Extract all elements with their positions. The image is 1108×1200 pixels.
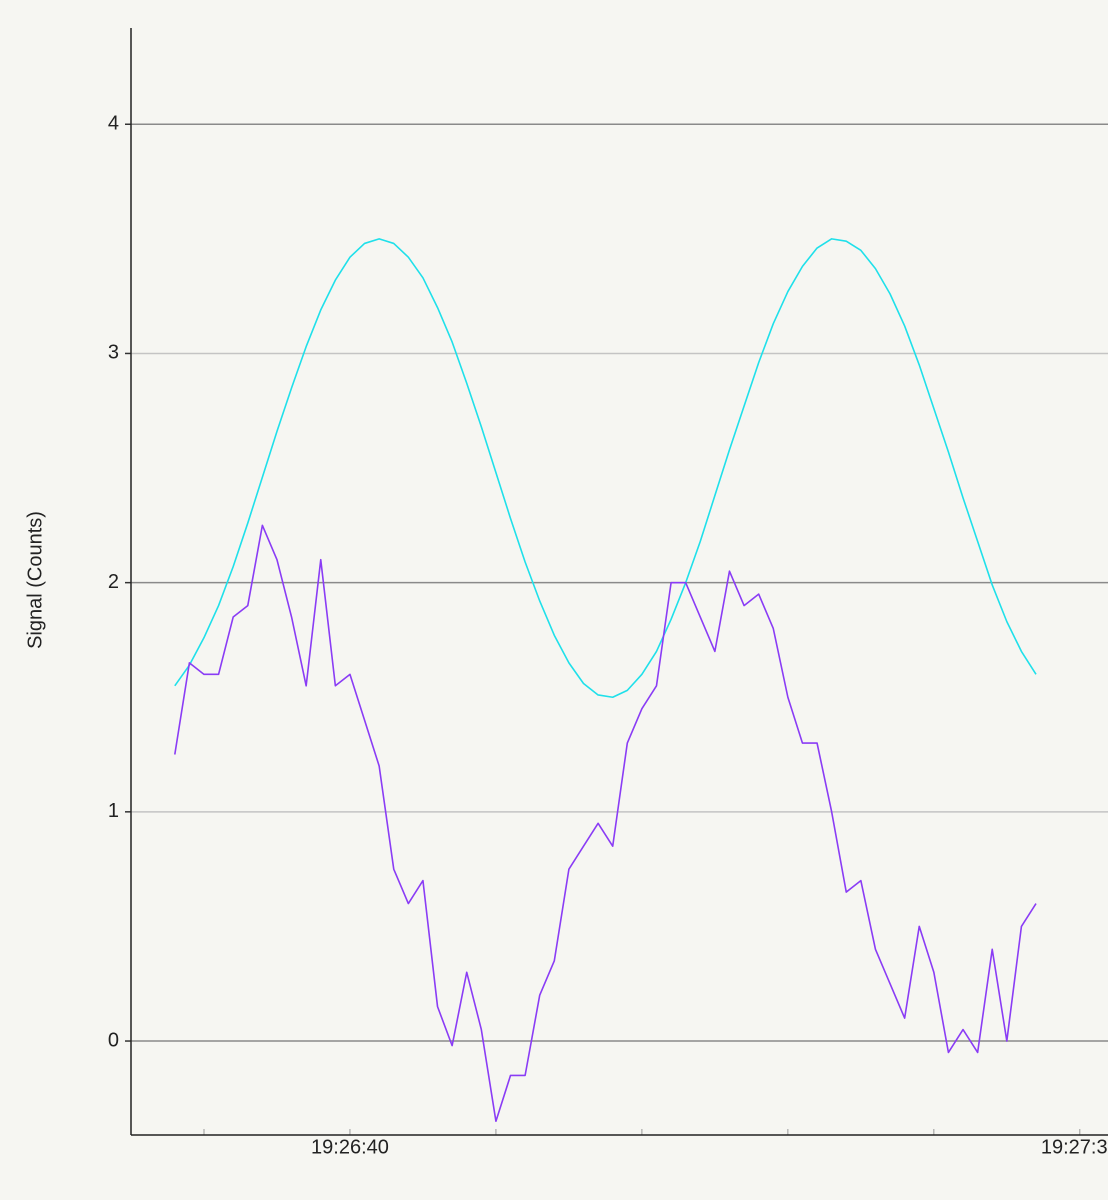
y-tick-label: 4 [108, 113, 119, 135]
y-tick-label: 3 [108, 342, 119, 364]
x-tick-label: 19:27:30 [1041, 1136, 1108, 1158]
y-tick-label: 1 [108, 800, 119, 822]
series-line [174, 238, 1037, 699]
y-axis-label: Signal (Counts) [24, 511, 46, 649]
series-line [173, 524, 1037, 1123]
x-tick-label: 19:26:40 [311, 1136, 389, 1158]
y-tick-label: 2 [108, 571, 119, 593]
y-tick-label: 0 [108, 1029, 119, 1051]
